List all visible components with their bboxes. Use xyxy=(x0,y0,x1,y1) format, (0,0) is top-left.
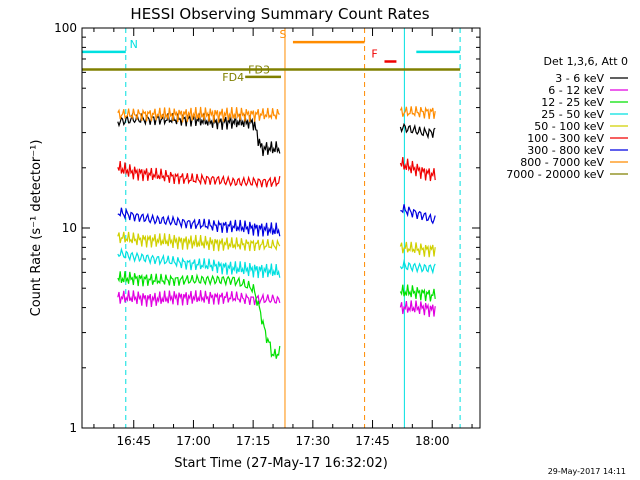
legend-label: 800 - 7000 keV xyxy=(520,156,604,169)
legend-label: 100 - 300 keV xyxy=(527,132,604,145)
series-line xyxy=(117,161,281,189)
legend-label: 300 - 800 keV xyxy=(527,144,604,157)
plot-area: N S F FD3 FD4 xyxy=(81,28,461,428)
legend-label: 25 - 50 keV xyxy=(541,108,604,121)
series-line xyxy=(399,300,436,318)
flag-label: F xyxy=(371,47,377,60)
flag-label: FD4 xyxy=(222,71,244,84)
series-line xyxy=(117,106,280,123)
series-line xyxy=(399,284,436,302)
series-line xyxy=(117,247,281,279)
flag-label: FD3 xyxy=(248,64,270,77)
series-line xyxy=(399,122,436,140)
legend-label: 6 - 12 keV xyxy=(548,84,604,97)
series-line xyxy=(400,204,436,225)
x-tick-label: 18:00 xyxy=(415,434,450,448)
x-axis-label: Start Time (27-May-17 16:32:02) xyxy=(174,456,388,471)
timestamp: 29-May-2017 14:11 xyxy=(548,467,626,476)
series-line xyxy=(117,207,281,237)
chart-title: HESSI Observing Summary Count Rates xyxy=(130,5,429,23)
series-line xyxy=(399,241,436,258)
legend-header: Det 1,3,6, Att 0 xyxy=(544,55,628,68)
y-axis-label: Count Rate (s⁻¹ detector⁻¹) xyxy=(29,140,44,317)
series-line xyxy=(399,259,436,275)
flag-label: S xyxy=(279,28,286,41)
legend-label: 3 - 6 keV xyxy=(555,72,604,85)
y-tick-label: 100 xyxy=(54,21,77,35)
legend-label: 12 - 25 keV xyxy=(541,96,604,109)
series-line xyxy=(117,271,281,359)
flag-label: N xyxy=(130,38,138,51)
x-tick-label: 17:00 xyxy=(176,434,211,448)
series-line xyxy=(399,157,436,182)
axes: 16:45 17:00 17:15 17:30 17:45 18:00 1 10 100 xyxy=(54,21,480,448)
series-line xyxy=(399,105,436,120)
x-tick-label: 17:30 xyxy=(296,434,331,448)
plot-frame xyxy=(81,27,481,429)
series-line xyxy=(117,231,281,252)
y-tick-label: 1 xyxy=(69,421,77,435)
x-tick-label: 16:45 xyxy=(116,434,151,448)
legend-label: 50 - 100 keV xyxy=(534,120,604,133)
legend-label: 7000 - 20000 keV xyxy=(506,168,604,181)
x-tick-label: 17:15 xyxy=(236,434,271,448)
series-line xyxy=(117,290,281,307)
x-tick-label: 17:45 xyxy=(355,434,390,448)
y-tick-label: 10 xyxy=(62,221,77,235)
